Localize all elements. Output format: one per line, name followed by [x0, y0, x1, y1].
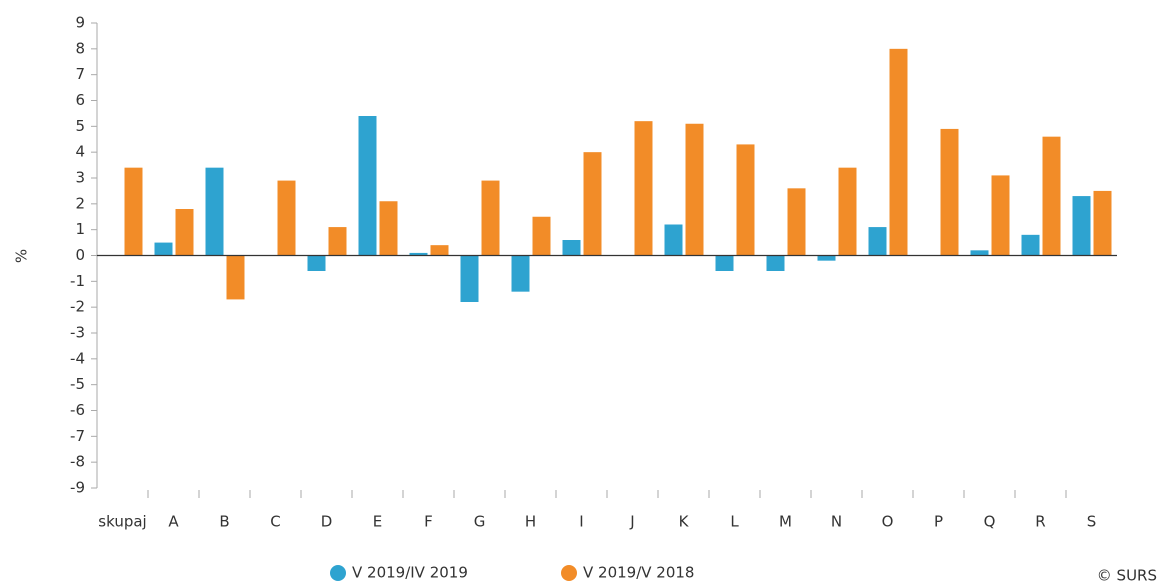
y-axis-label: %	[13, 249, 31, 263]
x-tick-label: Q	[984, 513, 996, 531]
y-tick-label: 4	[75, 143, 85, 161]
bar	[409, 252, 428, 256]
x-tick-label: H	[525, 513, 536, 531]
y-tick-label: 0	[75, 246, 85, 264]
bar	[736, 144, 755, 256]
bar	[379, 201, 398, 256]
legend-label: V 2019/V 2018	[583, 564, 694, 582]
y-tick-label: -1	[70, 272, 85, 290]
x-tick-label: J	[629, 513, 634, 531]
y-tick-label: 2	[75, 194, 85, 212]
x-tick-label: M	[779, 513, 792, 531]
y-tick-label: 5	[75, 117, 85, 135]
y-tick-label: 1	[75, 220, 85, 238]
bar	[685, 123, 704, 256]
y-tick-label: -7	[70, 427, 85, 445]
y-tick-label: -3	[70, 324, 85, 342]
bar	[970, 250, 989, 256]
bar	[532, 216, 551, 256]
bar	[307, 255, 326, 271]
bar	[817, 255, 836, 261]
x-tick-label: G	[474, 513, 486, 531]
y-tick-label: 9	[75, 14, 85, 32]
bar	[715, 255, 734, 271]
bar	[124, 167, 143, 256]
bar	[991, 175, 1010, 256]
bar	[205, 167, 224, 256]
y-tick-label: 8	[75, 39, 85, 57]
bar	[1042, 136, 1061, 256]
y-tick-label: -8	[70, 453, 85, 471]
x-tick-label: A	[168, 513, 179, 531]
x-tick-label: F	[424, 513, 433, 531]
bar	[481, 180, 500, 256]
x-tick-label: I	[579, 513, 583, 531]
y-tick-label: -5	[70, 375, 85, 393]
y-tick-label: -2	[70, 298, 85, 316]
bar	[511, 255, 530, 292]
bar	[1072, 196, 1091, 256]
bar	[787, 188, 806, 256]
bar	[634, 121, 653, 256]
y-tick-label: -4	[70, 349, 85, 367]
bar	[154, 242, 173, 256]
bar	[766, 255, 785, 271]
bar	[664, 224, 683, 256]
bar	[460, 255, 479, 302]
x-tick-label: C	[270, 513, 280, 531]
bar	[430, 245, 449, 256]
x-tick-label: S	[1087, 513, 1097, 531]
x-tick-label: B	[219, 513, 229, 531]
y-tick-label: 3	[75, 169, 85, 187]
bar	[277, 180, 296, 256]
bar	[358, 116, 377, 256]
bar	[1021, 234, 1040, 256]
x-tick-label: N	[831, 513, 842, 531]
y-tick-label: 7	[75, 65, 85, 83]
x-tick-label: L	[730, 513, 739, 531]
x-tick-label: K	[679, 513, 690, 531]
bar	[889, 48, 908, 256]
bar	[838, 167, 857, 256]
legend-marker	[561, 565, 577, 581]
x-tick-label: E	[373, 513, 382, 531]
bar	[868, 227, 887, 256]
bar	[226, 255, 245, 300]
legend-marker	[330, 565, 346, 581]
x-tick-label: O	[882, 513, 894, 531]
y-tick-label: -9	[70, 479, 85, 497]
bar	[328, 227, 347, 256]
bar	[583, 152, 602, 256]
credit: © SURS	[1097, 567, 1157, 584]
x-tick-label: D	[321, 513, 333, 531]
y-tick-label: -6	[70, 401, 85, 419]
x-tick-label: R	[1035, 513, 1045, 531]
bar	[1093, 190, 1112, 256]
x-tick-label: P	[934, 513, 943, 531]
bar	[175, 209, 194, 256]
bar	[562, 240, 581, 256]
bar	[940, 128, 959, 256]
x-tick-label: skupaj	[98, 513, 146, 531]
legend-label: V 2019/IV 2019	[352, 564, 468, 582]
y-tick-label: 6	[75, 91, 85, 109]
